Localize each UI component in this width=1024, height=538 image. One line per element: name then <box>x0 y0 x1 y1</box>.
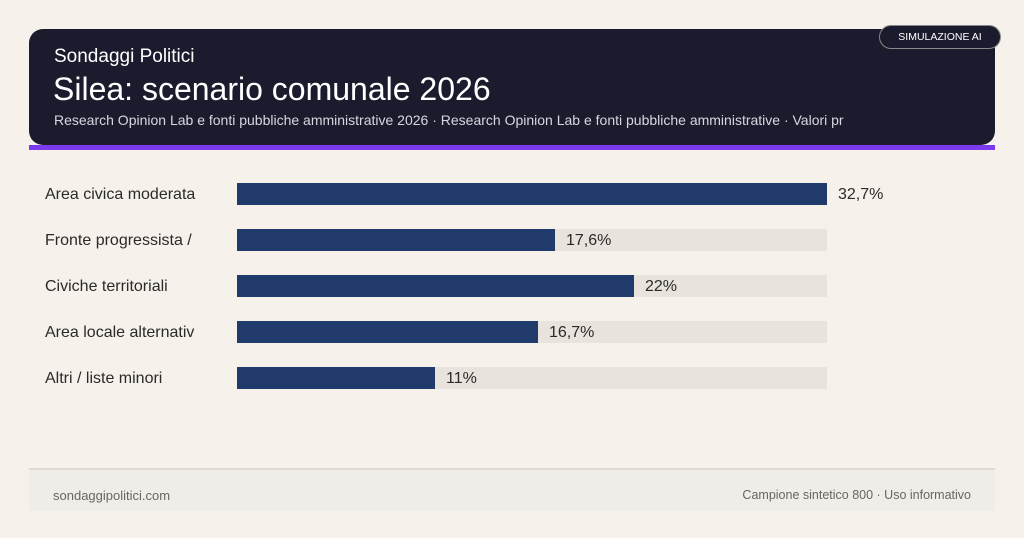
category-label: Area locale alternativ <box>45 324 195 341</box>
value-label: 11% <box>446 370 477 387</box>
bar <box>237 321 538 343</box>
footer-note: Campione sintetico 800 · Uso informativo <box>742 488 971 502</box>
subtitle: Research Opinion Lab e fonti pubbliche a… <box>54 112 844 128</box>
bar <box>237 229 555 251</box>
chart-row: Area locale alternativ 16,7% <box>0 321 1024 343</box>
chart-row: Altri / liste minori 11% <box>0 367 1024 389</box>
accent-bar <box>29 145 995 150</box>
bar <box>237 367 435 389</box>
page-title: Silea: scenario comunale 2026 <box>53 71 491 107</box>
category-label: Area civica moderata <box>45 186 196 203</box>
category-label: Civiche territoriali <box>45 278 168 295</box>
value-label: 17,6% <box>566 232 612 249</box>
value-label: 32,7% <box>838 186 884 203</box>
brand-name: Sondaggi Politici <box>54 46 195 67</box>
value-label: 22% <box>645 278 678 295</box>
chart-row: Area civica moderata 32,7% <box>0 183 1024 205</box>
category-label: Altri / liste minori <box>45 370 163 387</box>
chart-row: Civiche territoriali 22% <box>0 275 1024 297</box>
value-label: 16,7% <box>549 324 595 341</box>
chart-row: Fronte progressista / 17,6% <box>0 229 1024 251</box>
category-label: Fronte progressista / <box>45 232 192 249</box>
bar <box>237 183 827 205</box>
footer: sondaggipolitici.com Campione sintetico … <box>29 468 995 511</box>
simulation-badge: SIMULAZIONE AI <box>879 25 1001 49</box>
bar <box>237 275 634 297</box>
footer-site: sondaggipolitici.com <box>53 488 171 503</box>
header: Sondaggi Politici Silea: scenario comuna… <box>29 29 995 145</box>
